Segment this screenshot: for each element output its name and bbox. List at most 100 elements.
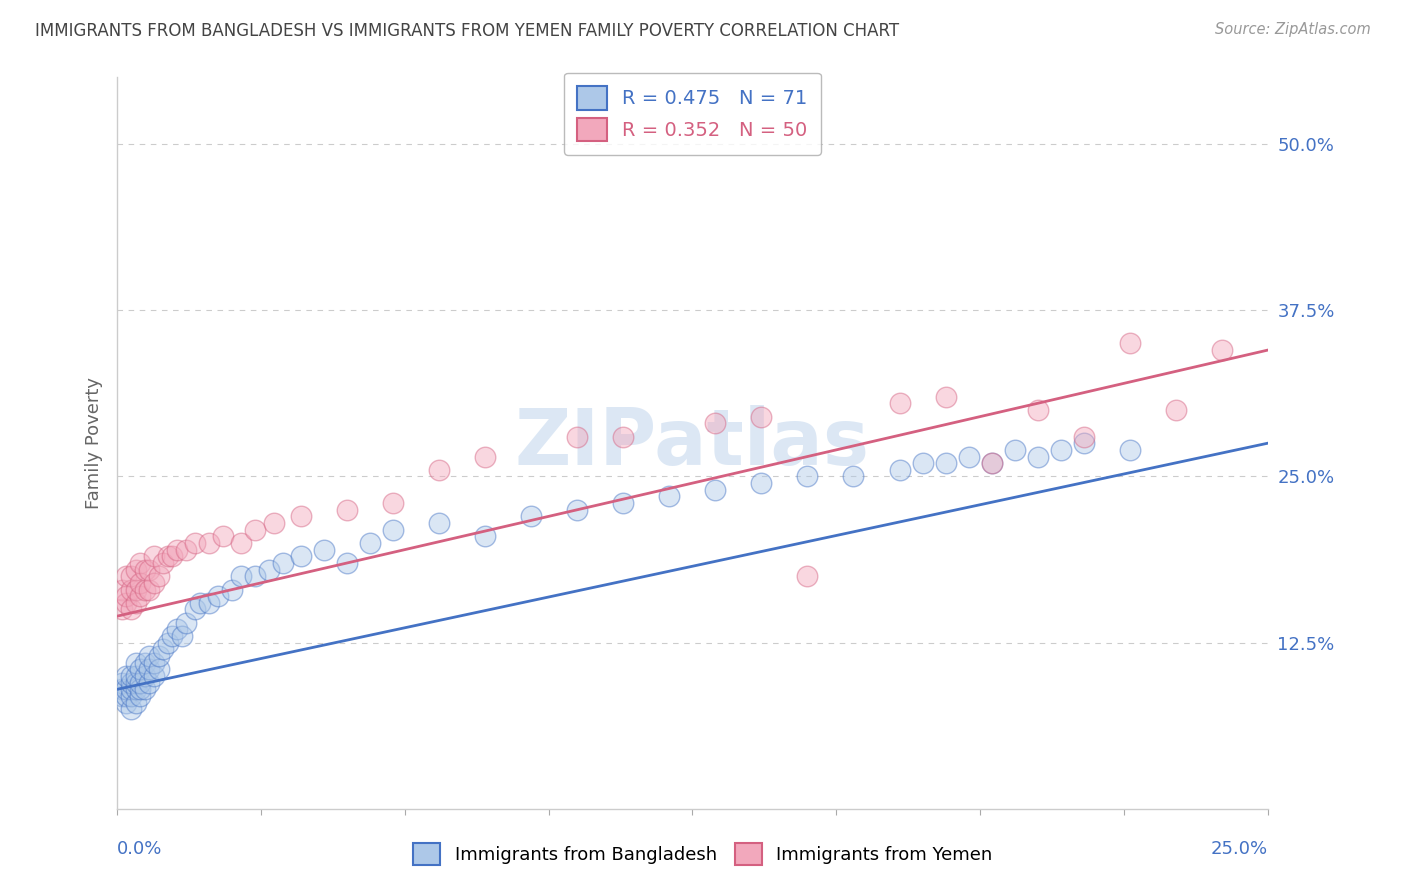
Point — [129, 689, 152, 703]
Point — [124, 669, 146, 683]
Point — [796, 569, 818, 583]
Point — [129, 675, 152, 690]
Point — [1073, 436, 1095, 450]
Point — [474, 529, 496, 543]
Point — [120, 682, 142, 697]
Point — [980, 456, 1002, 470]
Point — [138, 648, 160, 663]
Point — [111, 582, 134, 597]
Point — [120, 569, 142, 583]
Point — [129, 556, 152, 570]
Point — [143, 575, 166, 590]
Point — [520, 509, 543, 524]
Point — [120, 602, 142, 616]
Point — [198, 536, 221, 550]
Point — [124, 596, 146, 610]
Point — [290, 549, 312, 564]
Point — [170, 629, 193, 643]
Text: Source: ZipAtlas.com: Source: ZipAtlas.com — [1215, 22, 1371, 37]
Point — [124, 563, 146, 577]
Point — [138, 675, 160, 690]
Point — [336, 556, 359, 570]
Point — [1073, 429, 1095, 443]
Point — [271, 556, 294, 570]
Point — [704, 483, 727, 497]
Point — [257, 563, 280, 577]
Point — [115, 596, 138, 610]
Point — [474, 450, 496, 464]
Point — [134, 656, 156, 670]
Point — [148, 648, 170, 663]
Point — [174, 615, 197, 630]
Legend: Immigrants from Bangladesh, Immigrants from Yemen: Immigrants from Bangladesh, Immigrants f… — [405, 834, 1001, 874]
Point — [111, 682, 134, 697]
Point — [382, 496, 405, 510]
Point — [567, 502, 589, 516]
Point — [129, 575, 152, 590]
Point — [134, 563, 156, 577]
Point — [115, 569, 138, 583]
Point — [796, 469, 818, 483]
Point — [207, 589, 229, 603]
Point — [658, 490, 681, 504]
Text: 0.0%: 0.0% — [117, 840, 163, 858]
Point — [980, 456, 1002, 470]
Point — [704, 417, 727, 431]
Point — [245, 569, 267, 583]
Point — [184, 536, 207, 550]
Point — [143, 549, 166, 564]
Point — [143, 669, 166, 683]
Point — [138, 662, 160, 676]
Point — [198, 596, 221, 610]
Point — [934, 456, 956, 470]
Point — [120, 702, 142, 716]
Point — [612, 429, 634, 443]
Point — [231, 536, 253, 550]
Point — [911, 456, 934, 470]
Point — [115, 589, 138, 603]
Point — [336, 502, 359, 516]
Point — [134, 582, 156, 597]
Point — [359, 536, 381, 550]
Point — [152, 642, 174, 657]
Point — [212, 529, 235, 543]
Text: IMMIGRANTS FROM BANGLADESH VS IMMIGRANTS FROM YEMEN FAMILY POVERTY CORRELATION C: IMMIGRANTS FROM BANGLADESH VS IMMIGRANTS… — [35, 22, 900, 40]
Point — [1118, 336, 1140, 351]
Point — [427, 516, 450, 530]
Point — [188, 596, 211, 610]
Point — [120, 689, 142, 703]
Point — [124, 696, 146, 710]
Point — [115, 669, 138, 683]
Point — [115, 689, 138, 703]
Point — [751, 476, 773, 491]
Point — [111, 689, 134, 703]
Point — [124, 582, 146, 597]
Point — [124, 656, 146, 670]
Legend: R = 0.475   N = 71, R = 0.352   N = 50: R = 0.475 N = 71, R = 0.352 N = 50 — [564, 72, 821, 155]
Point — [120, 675, 142, 690]
Point — [138, 582, 160, 597]
Point — [134, 682, 156, 697]
Point — [143, 656, 166, 670]
Point — [162, 549, 184, 564]
Point — [120, 669, 142, 683]
Point — [427, 463, 450, 477]
Point — [156, 636, 179, 650]
Point — [889, 463, 911, 477]
Point — [152, 556, 174, 570]
Point — [1049, 442, 1071, 457]
Point — [1004, 442, 1026, 457]
Point — [124, 682, 146, 697]
Point — [1026, 403, 1049, 417]
Point — [129, 589, 152, 603]
Point — [842, 469, 865, 483]
Text: 25.0%: 25.0% — [1211, 840, 1268, 858]
Y-axis label: Family Poverty: Family Poverty — [86, 377, 103, 509]
Point — [934, 390, 956, 404]
Point — [221, 582, 243, 597]
Text: ZIPatlas: ZIPatlas — [515, 405, 870, 481]
Point — [156, 549, 179, 564]
Point — [1164, 403, 1187, 417]
Point — [124, 675, 146, 690]
Point — [115, 682, 138, 697]
